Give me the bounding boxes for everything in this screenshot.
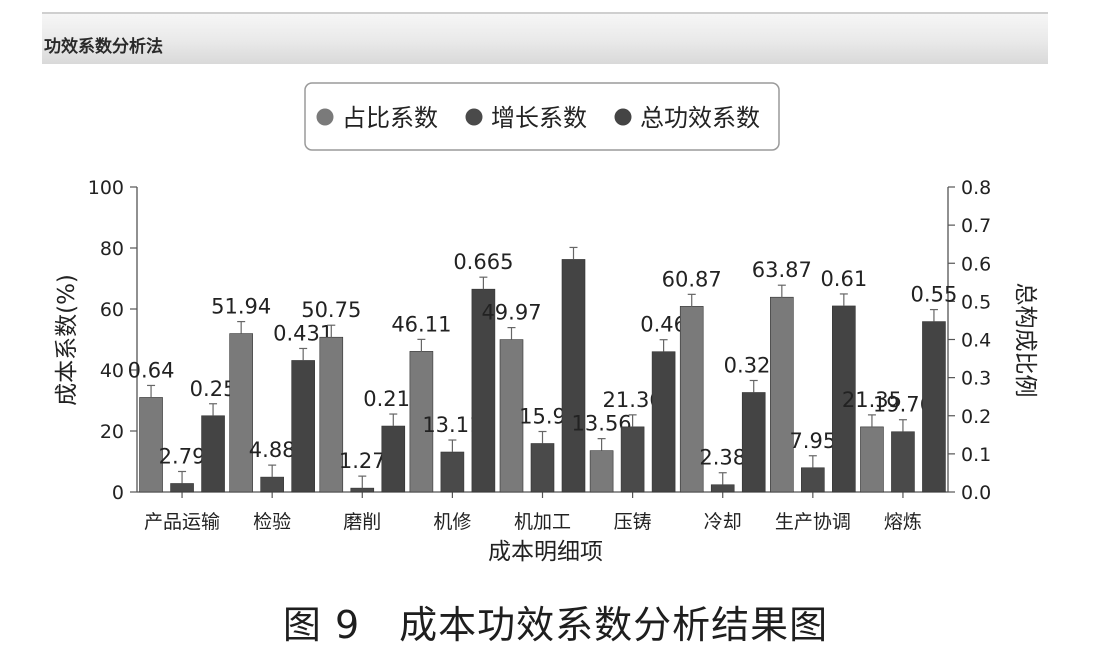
legend-label: 增长系数 xyxy=(491,104,587,132)
bar xyxy=(891,431,915,493)
bar xyxy=(651,351,676,493)
y-axis-title: 成本系数(%) xyxy=(54,274,80,406)
bar xyxy=(710,484,735,493)
data-label: 0.665 xyxy=(453,250,513,274)
bar xyxy=(170,483,194,493)
x-tick-label: 机修 xyxy=(433,511,471,533)
data-label: 0.46 xyxy=(640,313,687,337)
y-tick-label: 100 xyxy=(88,177,124,199)
legend-marker xyxy=(316,108,334,126)
legend-box xyxy=(304,82,780,151)
data-label: 0.61 xyxy=(820,267,867,291)
data-label: 0.64 xyxy=(128,358,175,382)
data-label: 2.38 xyxy=(699,446,746,470)
bar xyxy=(201,415,225,493)
data-label: 15.9 xyxy=(519,405,566,429)
x-tick-label: 产品运输 xyxy=(144,511,220,533)
y-tick-label: 20 xyxy=(100,421,124,443)
data-label: 50.75 xyxy=(301,298,361,322)
data-label: 7.95 xyxy=(789,429,836,453)
x-tick-label: 检验 xyxy=(253,511,291,533)
panel-title: 功效系数分析法 xyxy=(44,37,163,57)
x-tick-label: 机加工 xyxy=(514,511,571,533)
y2-tick-label: 0.2 xyxy=(961,406,991,428)
y2-tick-label: 0.0 xyxy=(961,482,991,504)
x-tick-label: 磨削 xyxy=(343,511,381,533)
bar xyxy=(801,467,825,493)
bar xyxy=(530,443,555,493)
data-label: 60.87 xyxy=(662,267,722,291)
bar xyxy=(561,259,586,493)
data-label: 21.35 xyxy=(842,388,902,412)
bar xyxy=(922,321,946,493)
data-label: 1.27 xyxy=(339,449,386,473)
x-tick-label: 压铸 xyxy=(614,511,652,533)
y-tick-label: 80 xyxy=(100,238,124,260)
y-tick-label: 0 xyxy=(112,482,124,504)
legend-label: 总功效系数 xyxy=(640,104,760,132)
x-tick-label: 冷却 xyxy=(704,511,742,533)
bar xyxy=(440,451,465,493)
bar xyxy=(291,360,315,493)
bar xyxy=(589,450,614,493)
panel-header: 功效系数分析法 xyxy=(42,12,1048,64)
data-label: 46.11 xyxy=(391,312,451,336)
y2-tick-label: 0.7 xyxy=(961,215,991,237)
chart: 占比系数 增长系数 总功效系数 0 20 40 60 80 100 0.0 0.1 0.2 0.3 0.4… xyxy=(54,82,1038,565)
y2-tick-label: 0.5 xyxy=(961,291,991,313)
y2-tick-label: 0.8 xyxy=(961,177,991,199)
legend-label: 占比系数 xyxy=(342,104,438,132)
bar xyxy=(350,487,375,493)
y2-tick-label: 0.3 xyxy=(961,368,991,390)
legend-marker xyxy=(614,108,632,126)
x-axis-title: 成本明细项 xyxy=(488,539,603,565)
bar xyxy=(229,333,253,493)
bar xyxy=(860,426,884,493)
data-label: 4.88 xyxy=(249,438,296,462)
y-tick-label: 40 xyxy=(100,360,124,382)
data-label: 63.87 xyxy=(752,258,812,282)
x-tick-label: 生产协调 xyxy=(775,511,851,533)
bar xyxy=(381,425,406,493)
y2-tick-label: 0.1 xyxy=(961,444,991,466)
data-label: 2.79 xyxy=(159,444,206,468)
figure-caption: 图 9 成本功效系数分析结果图 xyxy=(282,603,829,647)
data-label: 51.94 xyxy=(211,295,271,319)
y2-tick-label: 0.4 xyxy=(961,330,991,352)
bar xyxy=(741,392,766,493)
data-label: 0.25 xyxy=(190,377,237,401)
data-label: 0.55 xyxy=(911,283,958,307)
legend-marker xyxy=(465,108,483,126)
y-tick-label: 60 xyxy=(100,299,124,321)
y2-tick-label: 0.6 xyxy=(961,253,991,275)
bar xyxy=(770,296,794,493)
y2-axis-title: 总构成比例 xyxy=(1012,283,1038,398)
bar xyxy=(620,426,645,493)
x-tick-label: 熔炼 xyxy=(884,511,922,533)
data-label: 49.97 xyxy=(481,301,541,325)
bar xyxy=(260,476,284,493)
